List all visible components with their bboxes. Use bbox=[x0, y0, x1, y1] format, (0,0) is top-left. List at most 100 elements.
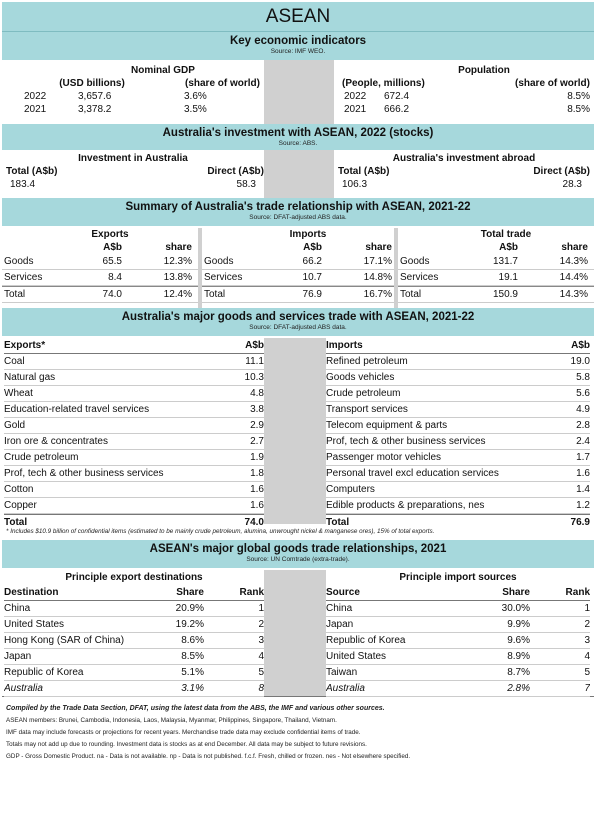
gdp-share-1: 3.5% bbox=[184, 104, 207, 115]
investment-out-direct-head: Direct (A$b) bbox=[533, 166, 590, 177]
key-indicators-source: Source: IMF WEO. bbox=[270, 48, 326, 55]
major-item-name: Prof, tech & other business services bbox=[326, 436, 486, 447]
major-item-value: 1.2 bbox=[576, 500, 590, 511]
major-list-item: Gold 2.9 bbox=[4, 418, 264, 434]
major-item-name: Prof, tech & other business services bbox=[4, 468, 164, 479]
major-list-head: Imports bbox=[326, 340, 363, 351]
summary-row-value: 76.9 bbox=[302, 289, 322, 300]
summary-row: Services 19.1 14.4% bbox=[398, 270, 594, 286]
summary-group-headers: A$b share bbox=[398, 241, 594, 254]
major-item-value: 19.0 bbox=[570, 356, 590, 367]
major-item-name: Edible products & preparations, nes bbox=[326, 500, 485, 511]
summary-row-value: 19.1 bbox=[498, 272, 518, 283]
pop-col2: (share of world) bbox=[514, 78, 590, 89]
summary-total-trade: Total trade A$b share Goods 131.7 14.3% Servic… bbox=[398, 228, 594, 308]
major-trade-source: Source: DFAT-adjusted ABS data. bbox=[249, 324, 347, 331]
major-list-total: Total 74.0 bbox=[4, 514, 264, 530]
global-list-item: Republic of Korea 5.1% 5 bbox=[4, 665, 264, 681]
major-list-item: Prof, tech & other business services 2.4 bbox=[326, 434, 590, 450]
major-list-item: Coal 11.1 bbox=[4, 354, 264, 370]
summary-group-headers: A$b share bbox=[202, 241, 394, 254]
major-list-item: Personal travel excl education services 1… bbox=[326, 466, 590, 482]
major-exports: Exports* A$b Coal 11.1 Natural gas 10.3 Wheat 4… bbox=[2, 338, 264, 528]
investment-in-label: Investment in Australia bbox=[78, 153, 188, 164]
summary-row-share: 14.3% bbox=[559, 289, 588, 300]
pop-year-0: 2022 bbox=[344, 91, 367, 102]
summary-head-value: A$b bbox=[103, 242, 122, 253]
summary-row: Services 10.7 14.8% bbox=[202, 270, 394, 286]
notes-compiled: Compiled by the Trade Data Section, DFAT… bbox=[6, 705, 385, 712]
summary-row-name: Goods bbox=[204, 256, 234, 267]
major-trade-header: Australia's major goods and services tra… bbox=[2, 308, 594, 336]
global-item-name: United States bbox=[326, 651, 387, 662]
summary-row-share: 14.4% bbox=[559, 272, 588, 283]
global-list-header: Destination Share Rank bbox=[4, 585, 264, 601]
major-list-total: Total 76.9 bbox=[326, 514, 590, 530]
summary-row: Goods 66.2 17.1% bbox=[202, 254, 394, 270]
summary-row-share: 16.7% bbox=[363, 289, 392, 300]
major-trade-title: Australia's major goods and services tra… bbox=[121, 311, 475, 323]
major-list-item: Computers 1.4 bbox=[326, 482, 590, 498]
global-item-rank: 3 bbox=[584, 635, 590, 646]
summary-row-name: Total bbox=[400, 289, 422, 300]
spacer bbox=[2, 241, 82, 254]
major-item-value: 1.6 bbox=[250, 484, 264, 495]
investment-out-total-head: Total (A$b) bbox=[338, 166, 390, 177]
pop-year-1: 2021 bbox=[344, 104, 367, 115]
major-list-item: Telecom equipment & parts 2.8 bbox=[326, 418, 590, 434]
major-item-value: 2.7 bbox=[250, 436, 264, 447]
major-total-value: 74.0 bbox=[244, 517, 264, 528]
major-item-value: 4.9 bbox=[576, 404, 590, 415]
spacer bbox=[202, 241, 282, 254]
divider bbox=[264, 150, 334, 198]
global-item-share: 19.2% bbox=[175, 619, 204, 630]
investment-title: Australia's investment with ASEAN, 2022 … bbox=[162, 127, 434, 139]
global-list-item: Republic of Korea 9.6% 3 bbox=[326, 633, 590, 649]
major-item-name: Crude petroleum bbox=[4, 452, 79, 463]
notes-totals: Totals may not add up due to rounding. I… bbox=[6, 741, 367, 748]
summary-row-value: 150.9 bbox=[492, 289, 518, 300]
summary-body: Exports A$b share Goods 65.5 12.3% Services 8.4… bbox=[2, 226, 594, 308]
global-body: Principle export destinations Destination… bbox=[2, 568, 594, 697]
global-list-item: Taiwan 8.7% 5 bbox=[326, 665, 590, 681]
major-item-name: Transport services bbox=[326, 404, 408, 415]
summary-group-label: Total trade bbox=[480, 229, 532, 240]
summary-head-share: share bbox=[561, 242, 588, 253]
summary-row-name: Goods bbox=[400, 256, 430, 267]
summary-title: Summary of Australia's trade relationshi… bbox=[125, 201, 471, 213]
investment-body: Investment in Australia Total (A$b) Direc… bbox=[2, 150, 594, 198]
summary-row-name: Total bbox=[204, 289, 226, 300]
major-item-value: 1.6 bbox=[576, 468, 590, 479]
global-item-share: 5.1% bbox=[181, 667, 204, 678]
major-item-value: 5.6 bbox=[576, 388, 590, 399]
major-list-item: Iron ore & concentrates 2.7 bbox=[4, 434, 264, 450]
global-item-share: 8.9% bbox=[507, 651, 530, 662]
major-list-item: Goods vehicles 5.8 bbox=[326, 370, 590, 386]
summary-group-label: Exports bbox=[91, 229, 129, 240]
global-head-share: Share bbox=[502, 587, 530, 598]
summary-row: Total 150.9 14.3% bbox=[398, 286, 594, 303]
summary-row-value: 131.7 bbox=[492, 256, 518, 267]
global-item-rank: 5 bbox=[258, 667, 264, 678]
global-item-name: China bbox=[326, 603, 353, 614]
major-item-value: 3.8 bbox=[250, 404, 264, 415]
summary-row-share: 14.3% bbox=[559, 256, 588, 267]
major-list-item: Education-related travel services 3.8 bbox=[4, 402, 264, 418]
global-item-share: 2.8% bbox=[507, 683, 530, 694]
global-list-label: Principle import sources bbox=[399, 572, 517, 583]
global-item-name: Taiwan bbox=[326, 667, 358, 678]
global-list-item: Australia 3.1% 8 bbox=[4, 681, 264, 697]
global-item-rank: 5 bbox=[584, 667, 590, 678]
gdp-year-1: 2021 bbox=[24, 104, 47, 115]
summary-header: Summary of Australia's trade relationshi… bbox=[2, 198, 594, 226]
major-total-label: Total bbox=[326, 517, 350, 528]
global-item-share: 9.6% bbox=[507, 635, 530, 646]
summary-row: Goods 65.5 12.3% bbox=[2, 254, 198, 270]
gdp-value-1: 3,378.2 bbox=[78, 104, 112, 115]
summary-row-value: 8.4 bbox=[108, 272, 122, 283]
major-item-name: Goods vehicles bbox=[326, 372, 395, 383]
global-list-item: United States 8.9% 4 bbox=[326, 649, 590, 665]
summary-row-value: 74.0 bbox=[102, 289, 122, 300]
global-list-item: Japan 8.5% 4 bbox=[4, 649, 264, 665]
global-item-name: Hong Kong (SAR of China) bbox=[4, 635, 125, 646]
